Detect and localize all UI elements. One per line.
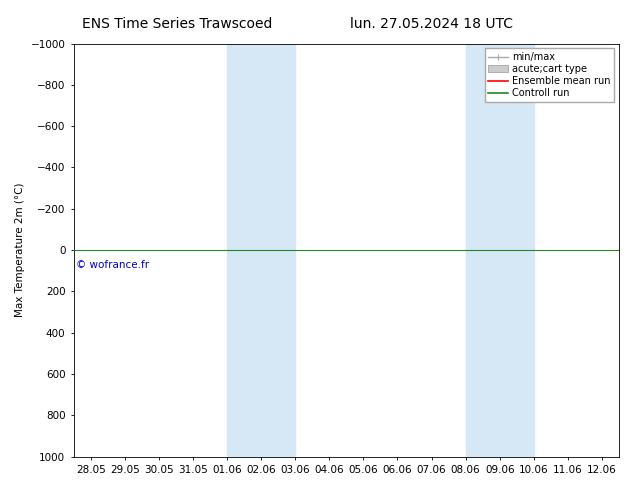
Text: lun. 27.05.2024 18 UTC: lun. 27.05.2024 18 UTC — [349, 17, 513, 31]
Bar — [227, 44, 295, 457]
Bar — [465, 44, 534, 457]
Y-axis label: Max Temperature 2m (°C): Max Temperature 2m (°C) — [15, 183, 25, 318]
Text: ENS Time Series Trawscoed: ENS Time Series Trawscoed — [82, 17, 273, 31]
Legend: min/max, acute;cart type, Ensemble mean run, Controll run: min/max, acute;cart type, Ensemble mean … — [484, 49, 614, 102]
Text: © wofrance.fr: © wofrance.fr — [77, 260, 150, 270]
